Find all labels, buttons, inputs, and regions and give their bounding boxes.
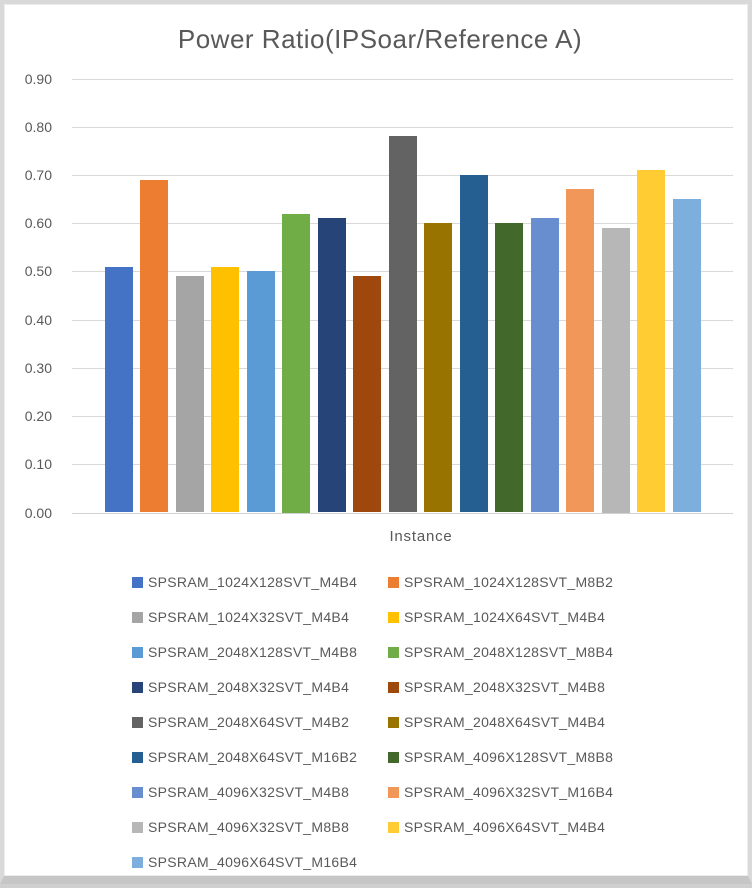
legend-item: SPSRAM_1024X64SVT_M4B4: [388, 609, 605, 625]
legend-swatch-icon: [132, 716, 143, 728]
legend-item: SPSRAM_2048X64SVT_M16B2: [132, 749, 357, 765]
legend-item: SPSRAM_4096X32SVT_M4B8: [132, 784, 349, 800]
legend-label: SPSRAM_2048X32SVT_M4B4: [148, 679, 350, 695]
legend-swatch-icon: [132, 646, 143, 658]
legend-swatch-icon: [388, 646, 399, 658]
legend-swatch-icon: [388, 681, 399, 693]
legend-swatch-icon: [388, 751, 399, 763]
legend-item: SPSRAM_1024X128SVT_M8B2: [388, 574, 613, 590]
legend-item: SPSRAM_2048X64SVT_M4B4: [388, 714, 605, 730]
legend-swatch-icon: [388, 821, 399, 833]
legend-label: SPSRAM_2048X64SVT_M16B2: [148, 749, 358, 765]
legend-label: SPSRAM_2048X32SVT_M4B8: [404, 679, 606, 695]
legend-swatch-icon: [132, 821, 143, 833]
legend-label: SPSRAM_4096X32SVT_M4B8: [148, 784, 350, 800]
legend-swatch-icon: [388, 611, 399, 623]
legend-item: SPSRAM_4096X32SVT_M8B8: [132, 819, 349, 835]
legend-swatch-icon: [388, 576, 399, 588]
legend-label: SPSRAM_4096X32SVT_M8B8: [148, 819, 350, 835]
legend-swatch-icon: [388, 786, 399, 798]
x-axis-title: Instance: [389, 528, 453, 545]
legend-swatch-icon: [132, 751, 143, 763]
legend-item: SPSRAM_4096X64SVT_M16B4: [132, 854, 357, 870]
legend-label: SPSRAM_2048X64SVT_M4B4: [404, 714, 606, 730]
legend-label: SPSRAM_2048X128SVT_M8B4: [404, 644, 614, 660]
legend-swatch-icon: [388, 716, 399, 728]
legend-label: SPSRAM_1024X64SVT_M4B4: [404, 609, 606, 625]
legend-item: SPSRAM_1024X32SVT_M4B4: [132, 609, 349, 625]
legend-swatch-icon: [132, 786, 143, 798]
legend-label: SPSRAM_4096X64SVT_M4B4: [404, 819, 606, 835]
legend-item: SPSRAM_4096X32SVT_M16B4: [388, 784, 613, 800]
legend-item: SPSRAM_4096X128SVT_M8B8: [388, 749, 613, 765]
legend-item: SPSRAM_2048X128SVT_M4B8: [132, 644, 357, 660]
legend-swatch-icon: [132, 611, 143, 623]
chart-plot-background: [4, 4, 748, 876]
legend-label: SPSRAM_4096X128SVT_M8B8: [404, 749, 614, 765]
legend-item: SPSRAM_2048X128SVT_M8B4: [388, 644, 613, 660]
legend-item: SPSRAM_1024X128SVT_M4B4: [132, 574, 357, 590]
legend-label: SPSRAM_4096X32SVT_M16B4: [404, 784, 614, 800]
chart-title: Power Ratio(IPSoar/Reference A): [177, 24, 583, 54]
legend-item: SPSRAM_2048X32SVT_M4B8: [388, 679, 605, 695]
legend-label: SPSRAM_2048X64SVT_M4B2: [148, 714, 350, 730]
legend-label: SPSRAM_2048X128SVT_M4B8: [148, 644, 358, 660]
legend-item: SPSRAM_2048X64SVT_M4B2: [132, 714, 349, 730]
legend-swatch-icon: [132, 856, 143, 868]
legend-swatch-icon: [132, 681, 143, 693]
legend-swatch-icon: [132, 576, 143, 588]
legend-label: SPSRAM_1024X32SVT_M4B4: [148, 609, 350, 625]
legend-label: SPSRAM_1024X128SVT_M4B4: [148, 574, 358, 590]
legend-label: SPSRAM_1024X128SVT_M8B2: [404, 574, 614, 590]
legend-label: SPSRAM_4096X64SVT_M16B4: [148, 854, 358, 870]
legend-item: SPSRAM_2048X32SVT_M4B4: [132, 679, 349, 695]
legend-item: SPSRAM_4096X64SVT_M4B4: [388, 819, 605, 835]
